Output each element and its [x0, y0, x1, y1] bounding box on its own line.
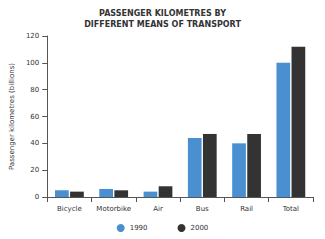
svg-text:PASSENGER KILOMETRES BY: PASSENGER KILOMETRES BY [99, 9, 226, 18]
svg-text:2000: 2000 [191, 224, 209, 232]
svg-text:Rail: Rail [240, 205, 253, 213]
svg-text:1990: 1990 [130, 224, 148, 232]
svg-text:60: 60 [30, 113, 39, 121]
svg-text:DIFFERENT MEANS OF TRANSPORT: DIFFERENT MEANS OF TRANSPORT [84, 20, 241, 29]
svg-text:20: 20 [30, 166, 39, 174]
svg-text:Total: Total [282, 205, 299, 213]
svg-text:Bus: Bus [196, 205, 209, 213]
svg-text:100: 100 [26, 59, 39, 67]
svg-text:120: 120 [26, 32, 39, 40]
svg-text:Bicycle: Bicycle [57, 205, 82, 213]
svg-text:Motorbike: Motorbike [96, 205, 131, 213]
svg-text:Passenger kilometres (billions: Passenger kilometres (billions) [8, 63, 16, 170]
svg-text:0: 0 [35, 193, 39, 201]
svg-text:80: 80 [30, 86, 39, 94]
svg-text:Air: Air [153, 205, 163, 213]
svg-text:40: 40 [30, 139, 39, 147]
